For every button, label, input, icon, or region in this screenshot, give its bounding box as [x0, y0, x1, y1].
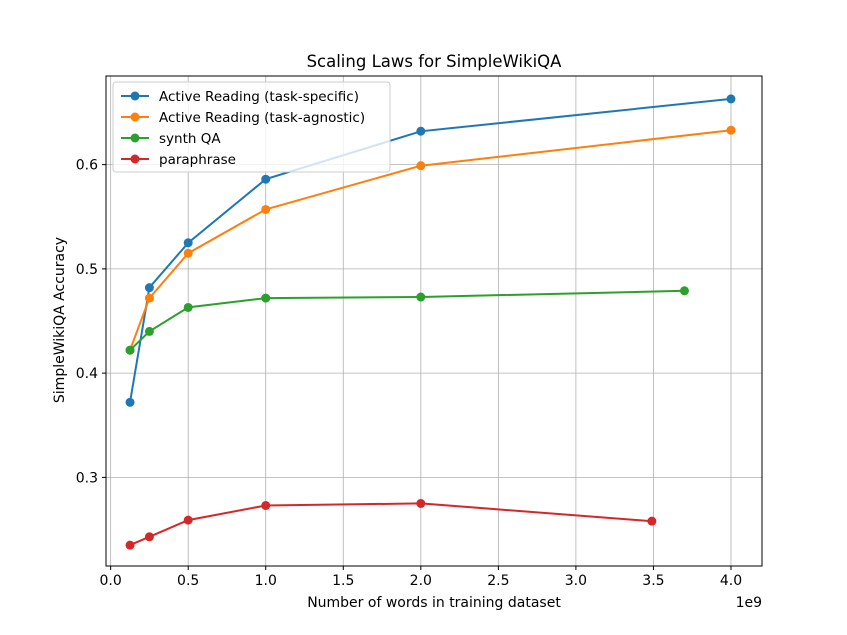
data-point: [125, 397, 135, 407]
data-point: [125, 540, 135, 550]
series-line: [129, 289, 685, 351]
x-tick-label: 0.5: [177, 573, 199, 589]
data-point: [726, 125, 736, 135]
data-point: [261, 174, 271, 184]
data-point: [183, 248, 193, 258]
legend-label: Active Reading (task-agnostic): [159, 110, 365, 126]
data-point: [144, 293, 154, 303]
x-tick-label: 1.0: [255, 573, 277, 589]
data-point: [183, 238, 193, 248]
y-tick-label: 0.6: [76, 158, 98, 174]
x-tick-label: 1.5: [332, 573, 354, 589]
legend-marker: [130, 91, 140, 101]
x-tick-label: 2.0: [410, 573, 432, 589]
series-3: [125, 498, 657, 550]
axis-ticks: 0.0 0.5 1.0 1.5 2.0 2.5 3.0 3.5 4.0 0.3 0.4 0.5 0.6: [76, 158, 742, 589]
legend-item: Active Reading (task-specific): [121, 89, 359, 105]
legend-label: Active Reading (task-specific): [159, 89, 359, 105]
legend-item: synth QA: [121, 131, 221, 147]
y-tick-label: 0.5: [76, 262, 98, 278]
data-point: [416, 161, 426, 171]
legend-item: paraphrase: [121, 152, 236, 168]
data-point: [183, 515, 193, 525]
data-point: [647, 516, 657, 526]
x-tick-label: 0.0: [100, 573, 122, 589]
data-point: [144, 532, 154, 542]
data-point: [416, 292, 426, 302]
legend-marker: [130, 154, 140, 164]
data-point: [416, 498, 426, 508]
legend-label: synth QA: [159, 131, 221, 147]
x-axis-label: Number of words in training dataset: [307, 595, 561, 611]
data-point: [416, 126, 426, 136]
data-point: [679, 286, 689, 296]
data-point: [144, 283, 154, 293]
plot-frame: [105, 75, 763, 567]
x-tick-label: 2.5: [487, 573, 509, 589]
x-tick-label: 3.5: [642, 573, 664, 589]
data-point: [726, 94, 736, 104]
x-tick-label: 4.0: [720, 573, 742, 589]
legend-box: [112, 81, 391, 173]
legend: Active Reading (task-specific) Active Rea…: [112, 81, 391, 173]
data-point: [183, 302, 193, 312]
y-tick-label: 0.4: [76, 366, 98, 382]
data-point: [261, 293, 271, 303]
legend-marker: [130, 112, 140, 122]
legend-marker: [130, 133, 140, 143]
chart-title: Scaling Laws for SimpleWikiQA: [307, 52, 563, 71]
data-point: [261, 501, 271, 511]
y-tick-label: 0.3: [76, 470, 98, 486]
data-point: [144, 326, 154, 336]
x-tick-label: 3.0: [565, 573, 587, 589]
x-offset-label: 1e9: [736, 595, 762, 611]
y-axis-label: SimpleWikiQA Accuracy: [52, 237, 68, 403]
series-line: [129, 129, 732, 351]
series-2: [125, 286, 689, 355]
legend-item: Active Reading (task-agnostic): [121, 110, 365, 126]
data-point: [261, 204, 271, 214]
data-point: [125, 345, 135, 355]
legend-label: paraphrase: [159, 152, 236, 168]
series-layer: [125, 94, 736, 550]
